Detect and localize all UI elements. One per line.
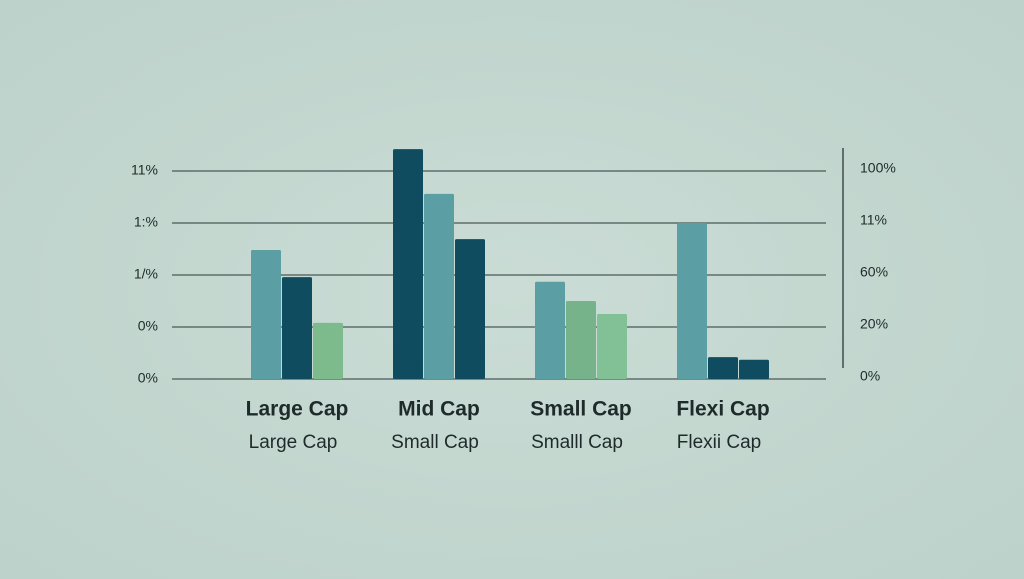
bar bbox=[393, 149, 423, 379]
bar bbox=[251, 250, 281, 379]
y2-tick-label: 0% bbox=[860, 368, 880, 384]
y-tick-label: 1:% bbox=[134, 214, 158, 230]
bar bbox=[424, 193, 454, 379]
y-tick-label: 0% bbox=[138, 318, 158, 334]
x-sub-label: Smalll Cap bbox=[531, 432, 623, 453]
bar bbox=[708, 357, 738, 379]
bar bbox=[739, 359, 769, 379]
bar bbox=[313, 322, 343, 379]
y-tick-label: 0% bbox=[138, 370, 158, 386]
y2-tick-label: 100% bbox=[860, 160, 896, 176]
x-sub-label: Small Cap bbox=[391, 432, 479, 453]
x-tick-label: Mid Cap bbox=[398, 398, 480, 421]
x-tick-label: Flexi Cap bbox=[676, 398, 769, 421]
y-tick-label: 11% bbox=[131, 162, 158, 178]
x-tick-label: Small Cap bbox=[530, 398, 632, 421]
bar bbox=[597, 314, 627, 379]
bar bbox=[455, 239, 485, 379]
x-sub-label: Flexii Cap bbox=[677, 432, 761, 453]
x-sub-label: Large Cap bbox=[249, 432, 338, 453]
y-tick-label: 1/% bbox=[134, 266, 158, 282]
bar bbox=[535, 281, 565, 379]
x-tick-label: Large Cap bbox=[246, 398, 349, 421]
y2-tick-label: 11% bbox=[860, 212, 887, 228]
y2-tick-label: 20% bbox=[860, 316, 888, 332]
bar bbox=[677, 223, 707, 379]
bar bbox=[566, 301, 596, 379]
y2-tick-label: 60% bbox=[860, 264, 888, 280]
bar bbox=[282, 277, 312, 379]
